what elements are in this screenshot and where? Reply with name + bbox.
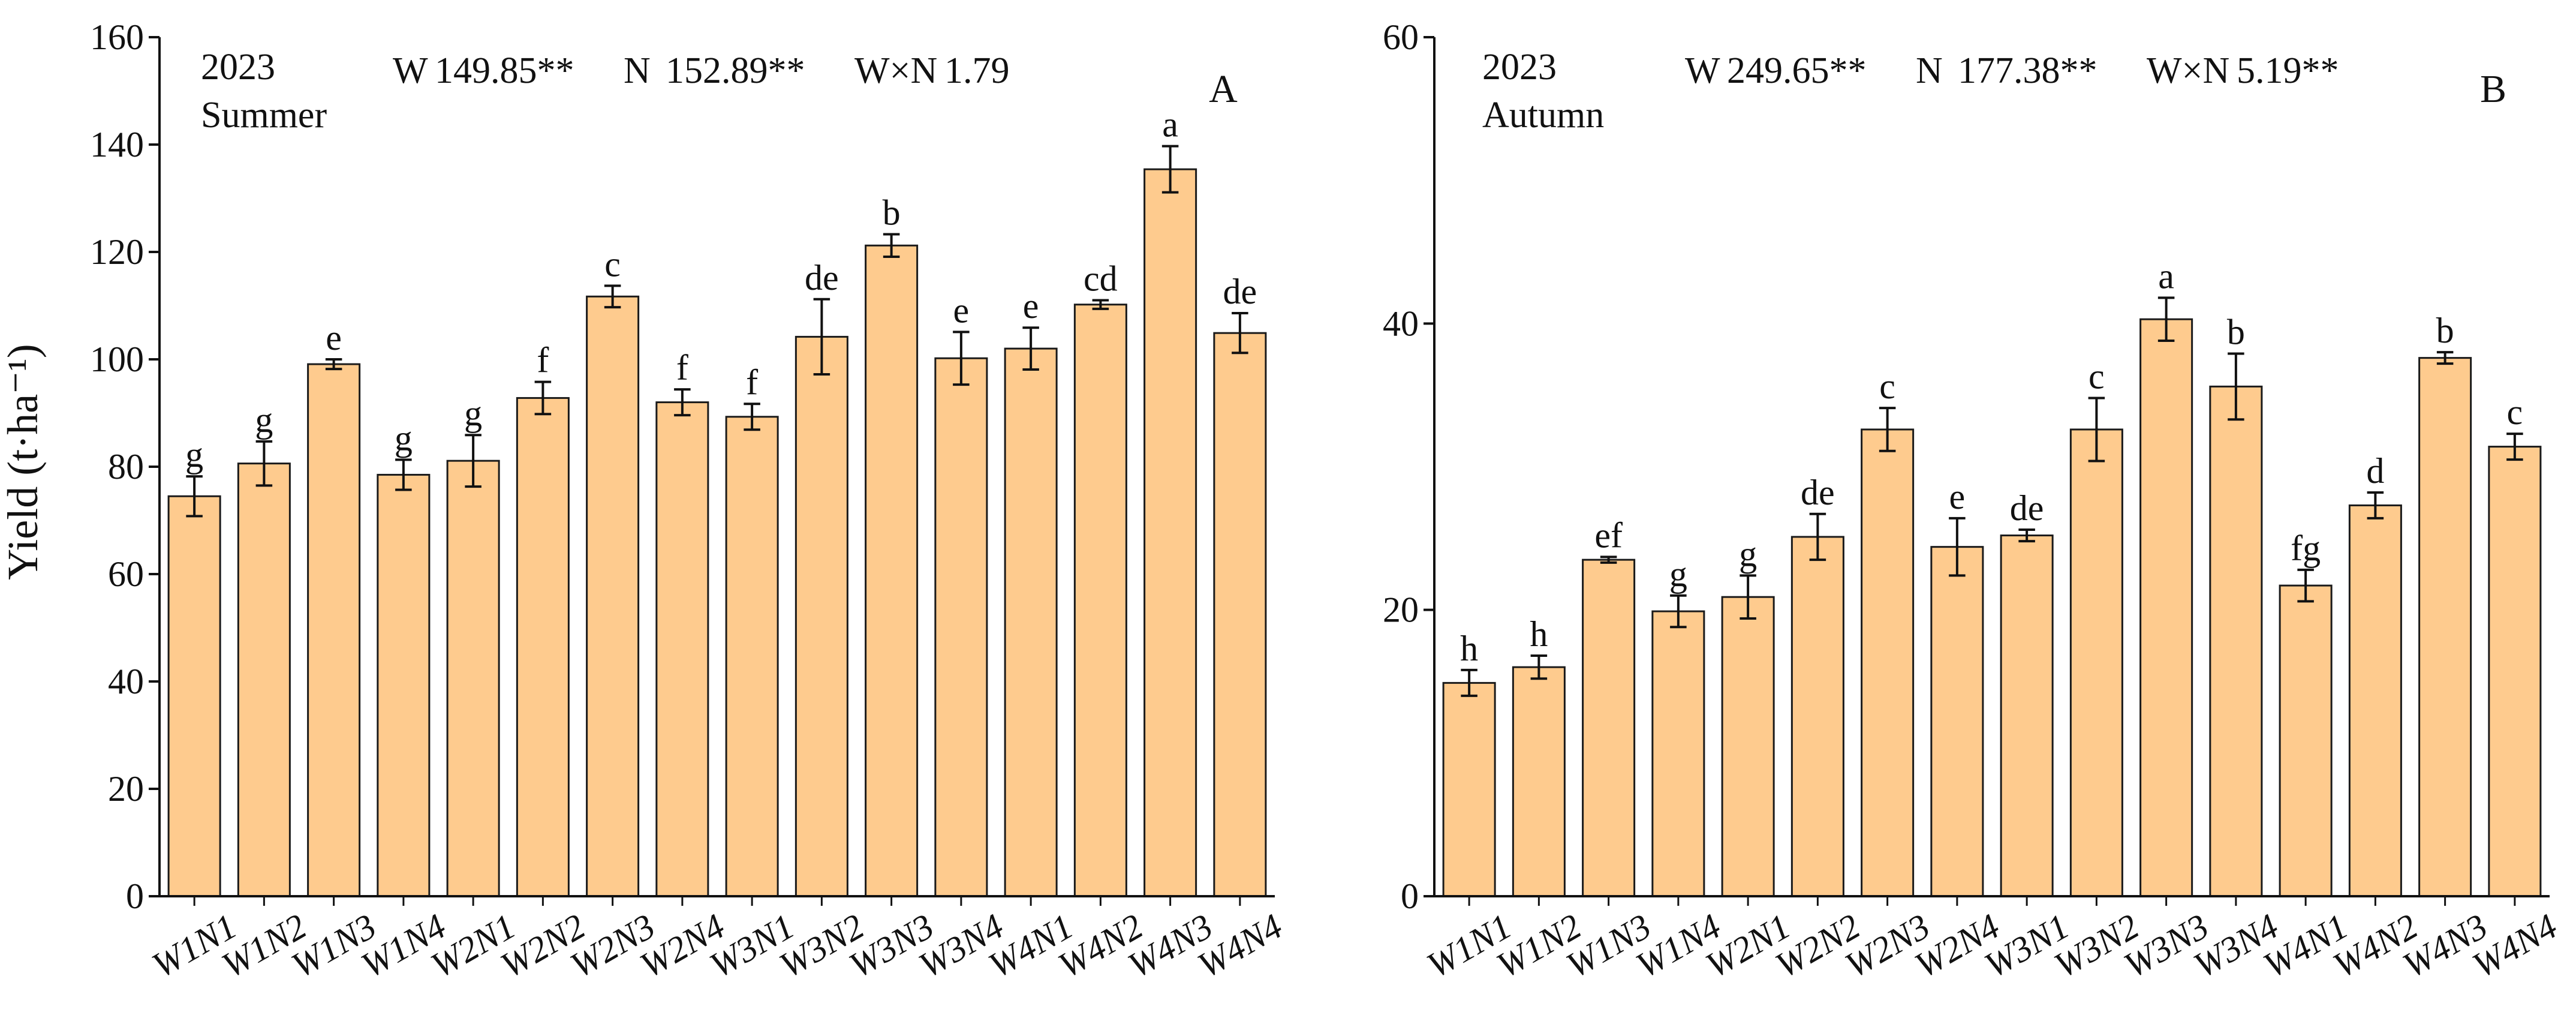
significance-letter: g bbox=[464, 394, 482, 433]
bar bbox=[2069, 428, 2123, 897]
stat-label: W bbox=[393, 50, 428, 91]
bar bbox=[1004, 347, 1058, 897]
stat-label: W bbox=[1685, 50, 1720, 91]
year-label: 2023 bbox=[201, 47, 275, 88]
bar bbox=[934, 357, 988, 897]
bar bbox=[2279, 584, 2333, 897]
significance-letter: c bbox=[2507, 392, 2523, 432]
significance-letter: de bbox=[805, 258, 839, 298]
y-tick-label: 40 bbox=[108, 662, 144, 701]
bar bbox=[516, 397, 570, 897]
significance-letter: e bbox=[1949, 477, 1966, 516]
y-tick-label: 60 bbox=[108, 554, 144, 594]
bar bbox=[1861, 428, 1915, 897]
significance-letter: a bbox=[1162, 105, 1178, 145]
significance-letter: e bbox=[1023, 286, 1039, 326]
stat-label: N bbox=[624, 50, 651, 91]
bar bbox=[1073, 304, 1127, 897]
bar bbox=[2000, 534, 2054, 897]
bar bbox=[2139, 318, 2193, 897]
y-tick-label: 0 bbox=[126, 876, 144, 916]
y-tick-label: 20 bbox=[108, 769, 144, 809]
y-tick-label: 0 bbox=[1401, 876, 1419, 916]
y-tick-label: 100 bbox=[90, 340, 144, 379]
bar bbox=[1512, 666, 1566, 897]
significance-letter: g bbox=[255, 400, 273, 440]
bar bbox=[446, 460, 500, 897]
y-tick-label: 120 bbox=[90, 232, 144, 272]
y-tick-label: 20 bbox=[1383, 590, 1419, 630]
significance-letter: h bbox=[1460, 629, 1478, 668]
bar bbox=[1582, 558, 1636, 897]
year-label: 2023 bbox=[1482, 47, 1557, 88]
stat-value: 149.85** bbox=[435, 50, 574, 91]
bar bbox=[167, 495, 221, 897]
bar bbox=[307, 363, 361, 897]
bar bbox=[1930, 546, 1984, 897]
stat-value: 152.89** bbox=[666, 50, 805, 91]
bar bbox=[1790, 536, 1844, 897]
stat-value: 1.79 bbox=[944, 50, 1010, 91]
y-tick-label: 40 bbox=[1383, 304, 1419, 343]
significance-letter: g bbox=[185, 435, 203, 475]
significance-letter: c bbox=[1879, 367, 1895, 406]
bar bbox=[1213, 332, 1267, 897]
bar bbox=[377, 473, 431, 897]
significance-letter: f bbox=[746, 362, 758, 402]
y-tick-label: 80 bbox=[108, 447, 144, 487]
bar bbox=[237, 463, 291, 897]
significance-letter: c bbox=[604, 244, 621, 284]
bar bbox=[2348, 504, 2402, 897]
significance-letter: g bbox=[1739, 534, 1757, 573]
significance-letter: de bbox=[1223, 272, 1257, 311]
significance-letter: a bbox=[2158, 256, 2174, 296]
significance-letter: de bbox=[1801, 473, 1835, 512]
stat-value: 177.38** bbox=[1958, 50, 2097, 91]
significance-letter: fg bbox=[2291, 528, 2321, 568]
significance-letter: b bbox=[2227, 312, 2245, 352]
y-axis-label: Yield (t·ha⁻¹) bbox=[0, 344, 47, 579]
stat-value: 5.19** bbox=[2237, 50, 2339, 91]
bar bbox=[2488, 446, 2542, 897]
bar bbox=[2418, 357, 2472, 897]
panel-b-chart: hW1N1hW1N2efW1N3gW1N4gW2N1deW2N2cW2N3eW2… bbox=[1383, 17, 2563, 986]
bar bbox=[586, 295, 640, 897]
panel-letter: A bbox=[1209, 67, 1238, 111]
significance-letter: g bbox=[1669, 554, 1687, 594]
bar bbox=[725, 416, 779, 897]
significance-letter: b bbox=[2436, 311, 2454, 350]
significance-letter: ef bbox=[1594, 515, 1623, 555]
stat-value: 249.65** bbox=[1727, 50, 1867, 91]
season-label: Summer bbox=[201, 95, 327, 136]
bar bbox=[1651, 610, 1705, 897]
significance-letter: cd bbox=[1084, 259, 1118, 299]
significance-letter: f bbox=[537, 341, 549, 380]
y-tick-label: 160 bbox=[90, 17, 144, 57]
stat-label: W×N bbox=[854, 50, 937, 91]
bar bbox=[865, 244, 919, 897]
significance-letter: f bbox=[676, 348, 688, 388]
y-tick-label: 140 bbox=[90, 125, 144, 164]
bar bbox=[795, 335, 848, 897]
significance-letter: d bbox=[2366, 451, 2384, 491]
significance-letter: e bbox=[326, 318, 342, 358]
significance-letter: h bbox=[1530, 614, 1548, 654]
significance-letter: b bbox=[883, 193, 901, 232]
bar bbox=[1721, 596, 1775, 897]
stat-label: N bbox=[1916, 50, 1943, 91]
bar bbox=[655, 401, 709, 897]
season-label: Autumn bbox=[1482, 95, 1604, 136]
stat-label: W×N bbox=[2147, 50, 2229, 91]
significance-letter: e bbox=[953, 290, 970, 330]
panel-letter: B bbox=[2480, 67, 2506, 111]
y-tick-label: 60 bbox=[1383, 17, 1419, 57]
significance-letter: g bbox=[395, 418, 413, 458]
bar bbox=[1143, 168, 1197, 897]
significance-letter: de bbox=[2010, 488, 2044, 528]
significance-letter: c bbox=[2089, 356, 2105, 396]
panel-a-chart: gW1N1gW1N2eW1N3gW1N4gW2N1fW2N2cW2N3fW2N4… bbox=[90, 17, 1289, 986]
bar bbox=[2209, 385, 2263, 897]
bar bbox=[1442, 681, 1496, 897]
